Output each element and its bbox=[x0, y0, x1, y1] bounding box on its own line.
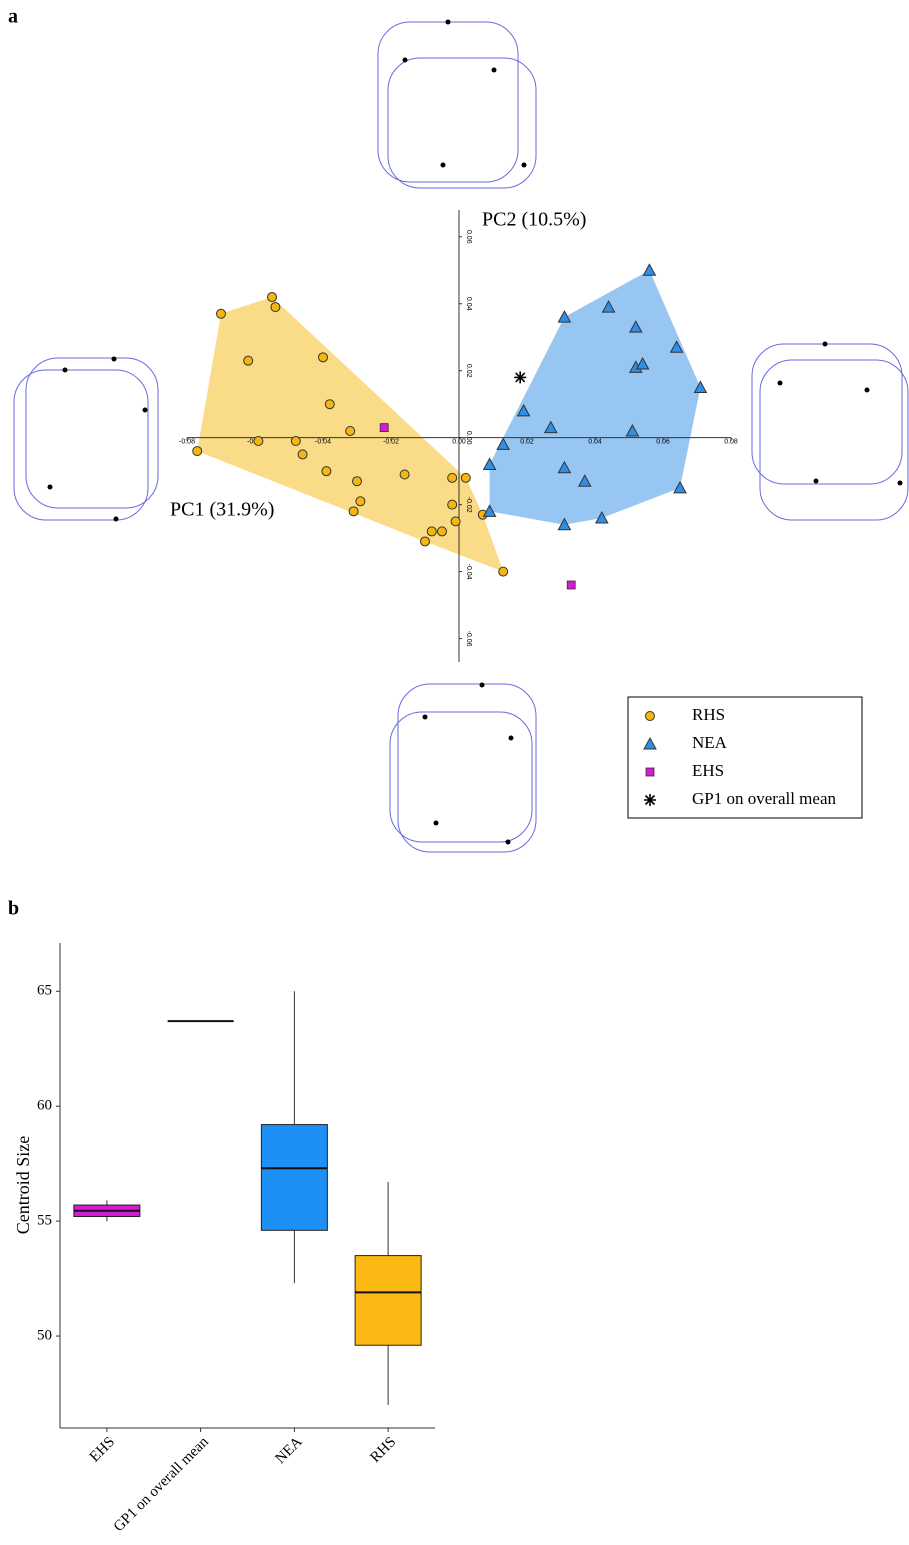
point bbox=[193, 447, 202, 456]
outline bbox=[26, 358, 158, 508]
outline bbox=[398, 684, 536, 852]
point bbox=[514, 371, 526, 383]
outline bbox=[390, 712, 532, 842]
point bbox=[268, 293, 277, 302]
x-tick-label: RHS bbox=[367, 1434, 399, 1466]
x-tick-label: 0.06 bbox=[656, 439, 670, 446]
y-tick-label: 0.06 bbox=[465, 230, 472, 244]
y-tick-label: 50 bbox=[37, 1327, 52, 1343]
point bbox=[325, 400, 334, 409]
outline bbox=[378, 22, 518, 182]
point bbox=[451, 517, 460, 526]
outline bbox=[388, 58, 536, 188]
y-tick-label: 60 bbox=[37, 1098, 52, 1114]
point bbox=[322, 467, 331, 476]
point bbox=[217, 309, 226, 318]
y-tick-label: 0.02 bbox=[465, 364, 472, 378]
x-tick-label: GP1 on overall mean bbox=[111, 1434, 213, 1536]
point bbox=[438, 527, 447, 536]
panel-label: b bbox=[8, 898, 19, 920]
point bbox=[643, 264, 655, 275]
point bbox=[448, 500, 457, 509]
legend-marker bbox=[646, 768, 654, 776]
point bbox=[291, 437, 300, 446]
legend-label: NEA bbox=[692, 733, 728, 752]
x-tick-label: -0.08 bbox=[179, 439, 195, 446]
point bbox=[319, 353, 328, 362]
legend-marker bbox=[644, 794, 656, 806]
y-axis-title: PC2 (10.5%) bbox=[482, 209, 586, 231]
point bbox=[380, 424, 388, 432]
point bbox=[356, 497, 365, 506]
y-tick-label: -0.02 bbox=[465, 497, 472, 513]
y-tick-label: -0.06 bbox=[465, 631, 472, 647]
landmarks bbox=[48, 20, 903, 845]
shape-outlines bbox=[14, 20, 908, 853]
x-tick-label: 0.00 bbox=[452, 439, 466, 446]
page: a b -0.08 -0.06 -0.04 -0.02 0.00 0.02 0.04 0.06… bbox=[0, 0, 909, 1545]
point bbox=[349, 507, 358, 516]
y-tick-label: 55 bbox=[37, 1213, 52, 1229]
y-tick-label: 65 bbox=[37, 983, 52, 999]
legend-label: EHS bbox=[692, 761, 724, 780]
x-tick-label: 0.02 bbox=[520, 439, 534, 446]
hull bbox=[490, 270, 701, 524]
point bbox=[427, 527, 436, 536]
legend-marker bbox=[646, 712, 655, 721]
box bbox=[355, 1256, 421, 1346]
point bbox=[421, 537, 430, 546]
point bbox=[400, 470, 409, 479]
y-axis-title: Centroid Size bbox=[13, 1136, 33, 1234]
x-tick-label: 0.04 bbox=[588, 439, 602, 446]
point bbox=[353, 477, 362, 486]
point bbox=[567, 581, 575, 589]
point bbox=[298, 450, 307, 459]
x-tick-label: -0.02 bbox=[383, 439, 399, 446]
panel-label: a bbox=[8, 6, 18, 28]
legend-marker bbox=[644, 738, 656, 749]
point bbox=[499, 567, 508, 576]
point bbox=[271, 303, 280, 312]
x-tick-label: -0.04 bbox=[315, 439, 331, 446]
x-axis-title: PC1 (31.9%) bbox=[170, 499, 274, 521]
legend-label: GP1 on overall mean bbox=[692, 789, 836, 808]
point bbox=[448, 473, 457, 482]
y-tick-label: 0.00 bbox=[465, 431, 472, 445]
point bbox=[461, 473, 470, 482]
x-tick-label: EHS bbox=[87, 1434, 118, 1465]
figure: a b -0.08 -0.06 -0.04 -0.02 0.00 0.02 0.04 0.06… bbox=[0, 0, 909, 1545]
y-tick-label: -0.04 bbox=[465, 564, 472, 580]
point bbox=[346, 426, 355, 435]
point bbox=[254, 437, 263, 446]
x-tick-label: 0.08 bbox=[724, 439, 738, 446]
y-tick-label: 0.04 bbox=[465, 297, 472, 311]
point bbox=[244, 356, 253, 365]
box bbox=[261, 1125, 327, 1231]
x-tick-label: NEA bbox=[273, 1434, 306, 1467]
legend-label: RHS bbox=[692, 705, 725, 724]
